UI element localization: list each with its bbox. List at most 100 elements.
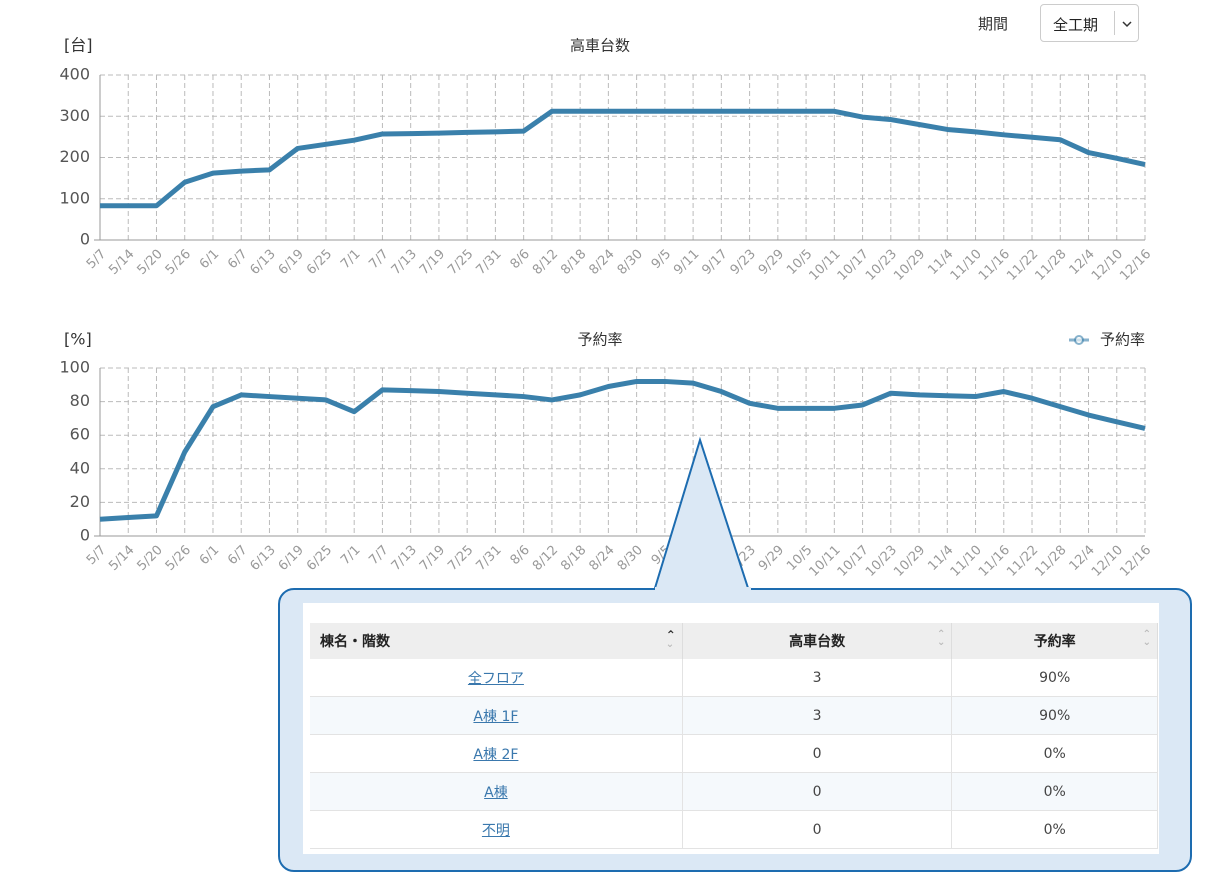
table-cell: 0 [682,734,953,773]
row-link[interactable]: 全フロア [467,670,524,687]
x-tick-label: 12/16 [1117,247,1154,284]
row-link[interactable]: 不明 [481,822,510,839]
x-tick-label: 6/13 [248,543,279,574]
x-tick-label: 10/23 [863,543,900,580]
data-line [99,378,1146,522]
x-tick-label: 11/28 [1032,247,1069,284]
chart-title: 高車台数 [570,37,630,55]
row-link[interactable]: A棟 2F [473,746,519,763]
x-tick-label: 7/31 [473,543,504,574]
y-tick-label: 0 [80,230,90,249]
legend-label: 予約率 [1100,331,1145,349]
x-tick-label: 9/5 [649,247,674,272]
x-tick-label: 11/10 [948,543,985,580]
x-tick-label: 6/25 [304,247,335,278]
x-tick-label: 8/6 [508,543,533,568]
x-tick-label: 9/29 [756,543,787,574]
x-tick-label: 8/24 [586,247,617,278]
x-tick-label: 9/17 [699,247,730,278]
x-tick-label: 12/10 [1089,247,1126,284]
table-cell: 0 [682,772,953,811]
table-cell: 3 [682,659,953,697]
x-tick-label: 8/18 [558,543,589,574]
x-tick-label: 7/25 [445,543,476,574]
x-tick-label: 5/7 [84,543,109,568]
table-row: A棟 1F 3 90% [310,696,1158,735]
y-tick-label: 60 [70,425,90,444]
x-tick-label: 6/1 [197,543,222,568]
table-row: 不明 0 0% [310,810,1158,849]
x-tick-label: 6/7 [225,247,250,272]
x-tick-label: 5/14 [106,543,137,574]
row-link[interactable]: A棟 [484,784,508,801]
table-row: A棟 0 0% [310,772,1158,811]
column-title: 予約率 [1033,634,1076,650]
row-link[interactable]: A棟 1F [473,708,519,725]
table-cell: A棟 2F [310,734,683,773]
x-tick-label: 11/22 [1004,247,1041,284]
sort-icon: ⌃ ⌄ [937,629,946,648]
x-tick-label: 5/20 [135,247,166,278]
pointer-join [655,587,751,593]
x-tick-label: 7/31 [473,247,504,278]
x-tick-label: 7/1 [338,543,363,568]
callout-pointer [653,436,750,589]
sort-icon: ⌃ ⌄ [1142,629,1151,648]
x-tick-label: 7/19 [417,247,448,278]
table: 棟名・階数 ⌃ ⌄ 高車台数 ⌃ ⌄ 予約率 ⌃ ⌄ 全フロア 3 90% A棟 1F 3 90% A棟 2F… [310,623,1158,849]
y-axis-label: [%] [64,330,92,349]
x-tick-label: 8/12 [530,543,561,574]
x-tick-label: 10/29 [891,543,928,580]
column-header[interactable]: 予約率 ⌃ ⌄ [951,623,1158,659]
x-tick-label: 9/23 [728,247,759,278]
x-tick-label: 6/1 [197,247,222,272]
table-panel: 棟名・階数 ⌃ ⌄ 高車台数 ⌃ ⌄ 予約率 ⌃ ⌄ 全フロア 3 90% A棟 1F 3 90% A棟 2F… [303,603,1159,854]
period-select[interactable]: 全工期 [1040,4,1139,42]
y-tick-label: 300 [59,106,90,125]
x-tick-label: 9/29 [756,247,787,278]
x-tick-label: 7/19 [417,543,448,574]
legend-marker [1074,335,1084,345]
x-tick-label: 5/20 [135,543,166,574]
x-tick-label: 7/7 [366,247,391,272]
x-tick-label: 10/29 [891,247,928,284]
x-tick-label: 11/10 [948,247,985,284]
x-tick-label: 11/16 [976,543,1013,580]
column-header[interactable]: 棟名・階数 ⌃ ⌄ [310,623,683,659]
y-tick-label: 100 [59,188,90,207]
table-cell: 不明 [310,810,683,849]
x-tick-label: 10/17 [835,247,872,284]
x-tick-label: 12/16 [1117,543,1154,580]
y-tick-label: 80 [70,391,90,410]
x-tick-label: 8/24 [586,543,617,574]
x-tick-label: 6/7 [225,543,250,568]
x-tick-label: 7/25 [445,247,476,278]
table-cell: 全フロア [310,659,683,697]
x-tick-label: 6/19 [276,543,307,574]
x-tick-label: 10/17 [835,543,872,580]
x-tick-label: 11/28 [1032,543,1069,580]
table-cell: 0% [951,772,1158,811]
x-tick-label: 6/25 [304,543,335,574]
column-title: 棟名・階数 [320,634,390,650]
data-line [100,108,1146,209]
table-cell: 0% [951,734,1158,773]
chart-title: 予約率 [577,331,622,349]
sort-icon: ⌃ ⌄ [665,628,676,650]
table-cell: A棟 1F [310,696,683,735]
column-header[interactable]: 高車台数 ⌃ ⌄ [682,623,953,659]
table-cell: 90% [951,659,1158,697]
x-tick-label: 5/26 [163,247,194,278]
popup: 棟名・階数 ⌃ ⌄ 高車台数 ⌃ ⌄ 予約率 ⌃ ⌄ 全フロア 3 90% A棟 1F 3 90% A棟 2F… [278,587,1192,872]
column-title: 高車台数 [789,634,846,650]
x-tick-label: 9/11 [671,247,702,278]
x-tick-label: 11/22 [1004,543,1041,580]
x-tick-label: 7/13 [389,247,420,278]
x-tick-label: 8/30 [615,247,646,278]
table-cell: 0 [682,810,953,849]
y-tick-label: 40 [70,458,90,477]
x-tick-label: 6/19 [276,247,307,278]
x-tick-label: 8/6 [508,247,533,272]
x-tick-label: 5/7 [84,247,109,272]
period-label: 期間 [978,15,1009,33]
